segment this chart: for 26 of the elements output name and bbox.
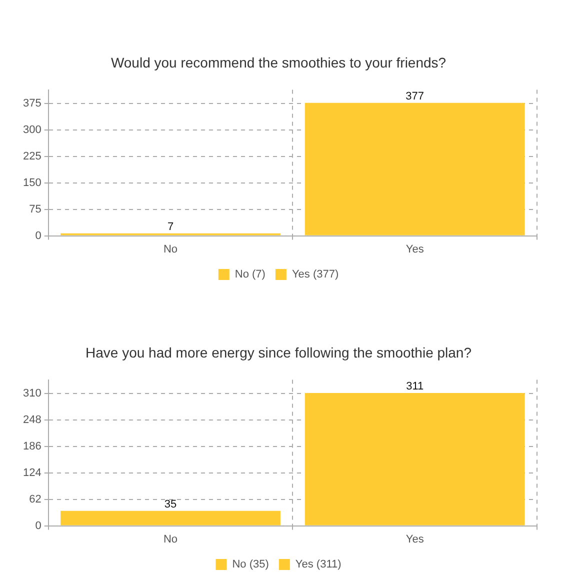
y-tick-label: 310: [22, 387, 42, 400]
legend-label: Yes (377): [292, 268, 339, 281]
data-label: 377: [406, 90, 424, 102]
y-tick-label: 62: [29, 493, 42, 506]
data-label: 311: [406, 380, 424, 393]
x-tick-label: No: [163, 243, 178, 256]
data-label: 7: [167, 220, 174, 233]
y-tick-label: 0: [35, 230, 42, 242]
legend-label: No (35): [232, 558, 269, 571]
legend-label: Yes (311): [295, 558, 342, 571]
y-tick-label: 225: [22, 150, 42, 162]
y-tick-label: 375: [22, 98, 42, 110]
y-tick-label: 0: [35, 520, 42, 532]
chart-title: Have you had more energy since following the smoothie plan?: [85, 344, 472, 360]
legend-label: No (7): [234, 268, 266, 281]
chart-title: Would you recommend the smoothies to your friends?: [110, 54, 446, 70]
y-tick-label: 124: [22, 466, 42, 479]
y-tick-label: 248: [22, 414, 42, 426]
x-tick-label: Yes: [406, 243, 424, 256]
data-label: 35: [164, 498, 177, 510]
y-tick-label: 186: [22, 440, 42, 452]
x-tick-label: No: [163, 533, 178, 546]
x-tick-label: Yes: [406, 533, 424, 546]
y-tick-label: 300: [22, 124, 42, 136]
y-tick-label: 150: [22, 176, 42, 189]
y-tick-label: 75: [29, 203, 42, 216]
